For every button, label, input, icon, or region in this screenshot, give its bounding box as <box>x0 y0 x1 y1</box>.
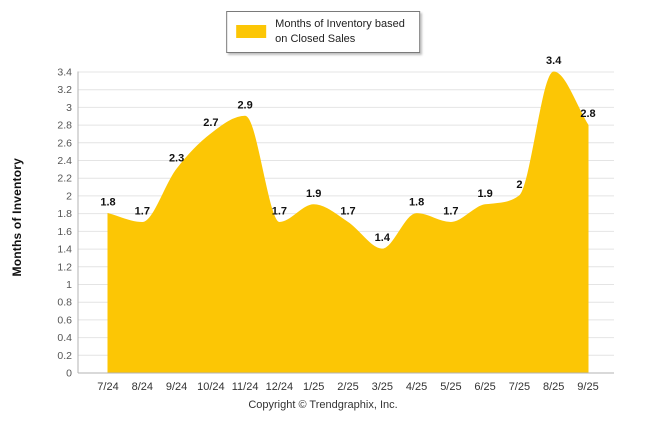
x-tick-label: 10/24 <box>197 381 225 393</box>
y-tick-label: 3.4 <box>57 67 72 79</box>
x-tick-label: 7/25 <box>509 381 530 393</box>
y-tick-label: 2.4 <box>57 155 72 167</box>
x-tick-labels: 7/24 8/24 9/24 10/24 11/24 12/24 1/25 2/25 3/25 4… <box>97 381 598 393</box>
data-label: 2 <box>516 179 522 191</box>
data-label: 3.4 <box>546 55 562 67</box>
x-tick-label: 3/25 <box>372 381 393 393</box>
y-tick-label: 1.4 <box>57 244 72 256</box>
y-tick-label: 3.2 <box>57 84 72 96</box>
data-labels: 1.8 1.7 2.3 2.7 2.9 1.7 1.9 1.7 1.4 1.8 1.7 1.9 2 3.4… <box>100 55 595 244</box>
y-axis-title: Months of Inventory <box>10 158 24 277</box>
y-tick-label: 1.6 <box>57 226 72 238</box>
x-tick-label: 5/25 <box>440 381 461 393</box>
data-label: 1.8 <box>409 197 424 209</box>
x-tick-label: 9/25 <box>577 381 598 393</box>
legend-label: Months of Inventory based on Closed Sale… <box>275 17 405 47</box>
legend-label-line2: on Closed Sales <box>275 32 356 45</box>
y-tick-label: 0.2 <box>57 350 72 362</box>
x-tick-label: 4/25 <box>406 381 427 393</box>
y-tick-label: 0.4 <box>57 332 72 344</box>
x-tick-label: 9/24 <box>166 381 187 393</box>
x-tick-label: 6/25 <box>474 381 495 393</box>
data-label: 2.3 <box>169 152 184 164</box>
y-tick-label: 1 <box>66 279 72 291</box>
y-tick-label: 2.8 <box>57 120 72 132</box>
data-label: 1.8 <box>100 197 115 209</box>
x-tick-label: 7/24 <box>97 381 118 393</box>
y-tick-label: 1.2 <box>57 261 72 273</box>
area-series <box>107 71 589 374</box>
legend-swatch <box>236 25 267 39</box>
data-label: 1.7 <box>272 206 287 218</box>
x-tick-label: 11/24 <box>232 381 259 393</box>
x-tick-label: 8/24 <box>132 381 153 393</box>
data-label: 1.7 <box>443 206 458 218</box>
y-tick-label: 0 <box>66 368 72 380</box>
data-label: 2.7 <box>203 117 218 129</box>
y-tick-label: 2.2 <box>57 173 72 185</box>
y-tick-label: 0.6 <box>57 314 72 326</box>
chart-legend: Months of Inventory based on Closed Sale… <box>226 11 420 53</box>
data-label: 2.9 <box>237 99 252 111</box>
data-label: 1.7 <box>340 206 355 218</box>
y-tick-label: 2.6 <box>57 137 72 149</box>
y-tick-label: 1.8 <box>57 208 72 220</box>
x-tick-label: 2/25 <box>337 381 358 393</box>
y-tick-label: 0.8 <box>57 297 72 309</box>
data-label: 1.4 <box>375 232 391 244</box>
x-tick-label: 8/25 <box>543 381 564 393</box>
x-tick-label: 1/25 <box>303 381 324 393</box>
data-label: 1.7 <box>135 206 150 218</box>
data-label: 1.9 <box>306 188 321 200</box>
y-tick-label: 2 <box>66 190 72 202</box>
y-tick-label: 3 <box>66 102 72 114</box>
legend-label-line1: Months of Inventory based <box>275 18 405 30</box>
data-label: 2.8 <box>580 108 595 120</box>
data-label: 1.9 <box>477 188 492 200</box>
copyright-text: Copyright © Trendgraphix, Inc. <box>248 399 398 411</box>
x-tick-label: 12/24 <box>266 381 294 393</box>
